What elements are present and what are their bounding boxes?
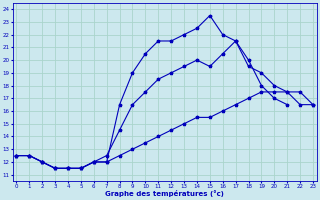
X-axis label: Graphe des températures (°c): Graphe des températures (°c): [105, 190, 224, 197]
